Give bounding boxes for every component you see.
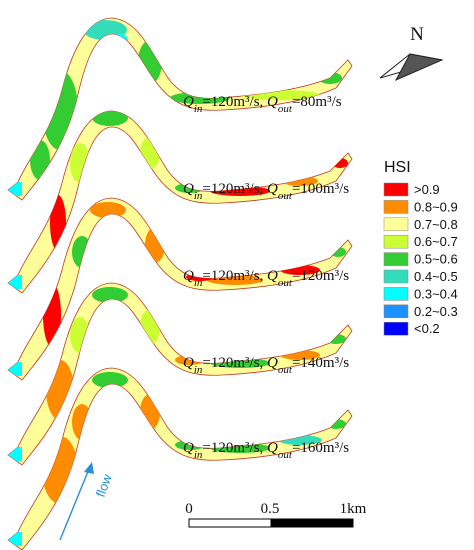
legend-swatch-2 bbox=[383, 200, 409, 214]
flow-label: flow bbox=[93, 472, 115, 499]
legend-label-9: <0.2 bbox=[414, 321, 440, 336]
scale-tick-0: 0 bbox=[185, 501, 193, 517]
scale-tick-1: 0.5 bbox=[261, 501, 280, 517]
scale-tick-2: 1km bbox=[340, 501, 367, 517]
hsi-patch bbox=[140, 309, 160, 345]
legend-swatch-9 bbox=[383, 321, 409, 336]
hsi-patch bbox=[46, 360, 74, 420]
legend-swatch-8 bbox=[383, 304, 409, 319]
river-channel bbox=[7, 367, 353, 550]
hsi-patch bbox=[92, 372, 128, 388]
hsi-patch bbox=[92, 287, 128, 303]
legend-label-6: 0.4~0.5 bbox=[414, 269, 458, 284]
flow-arrow-line bbox=[59, 468, 90, 541]
river-channel bbox=[7, 110, 353, 294]
hsi-patch bbox=[42, 70, 78, 150]
legend-label-7: 0.3~0.4 bbox=[414, 286, 458, 301]
scenario-label-1: Qin=120m³/s, Qout=80m³/s bbox=[183, 94, 342, 115]
legend-label-3: 0.7~0.8 bbox=[414, 217, 458, 232]
hsi-patch bbox=[72, 236, 92, 268]
legend-swatch-5 bbox=[383, 252, 409, 266]
legend-label-2: 0.8~0.9 bbox=[414, 199, 458, 214]
hsi-patch bbox=[145, 227, 165, 263]
hsi-legend: HSI >0.9 0.8~0.9 0.7~0.8 0.6~0.7 0.5~0.6 0.4~… bbox=[383, 159, 458, 336]
river-channel bbox=[7, 197, 353, 381]
river-channel bbox=[7, 282, 353, 466]
upstream-cell bbox=[8, 275, 22, 289]
scenario-labels: Qin=120m³/s, Qout=80m³/s Qin=120m³/s, Qou… bbox=[183, 94, 349, 461]
hsi-patch bbox=[140, 137, 160, 169]
north-label: N bbox=[410, 24, 424, 45]
legend-label-8: 0.2~0.3 bbox=[414, 304, 458, 319]
legend-swatch-3 bbox=[383, 217, 409, 232]
legend-swatch-6 bbox=[383, 269, 409, 284]
scale-bar: 0 0.5 1km bbox=[185, 501, 367, 528]
hsi-patch bbox=[70, 317, 90, 353]
hsi-patch bbox=[140, 394, 160, 430]
legend-swatch-1 bbox=[383, 182, 409, 197]
scenario-label-3: Qin=120m³/s, Qout=120m³/s bbox=[183, 268, 349, 289]
scenario-label-2: Qin=120m³/s, Qout=100m³/s bbox=[183, 181, 349, 202]
scenario-label-4: Qin=120m³/s, Qout=140m³/s bbox=[183, 355, 349, 376]
hsi-patch bbox=[43, 283, 61, 347]
hsi-patch bbox=[326, 419, 346, 429]
upstream-cell bbox=[8, 182, 22, 196]
legend-label-5: 0.5~0.6 bbox=[414, 252, 458, 267]
hsi-patch bbox=[90, 202, 126, 218]
upstream-cell bbox=[8, 532, 22, 546]
legend-swatch-4 bbox=[383, 234, 409, 249]
legend-title: HSI bbox=[384, 159, 411, 176]
north-arrow-dark-half bbox=[394, 53, 444, 82]
legend-swatch-7 bbox=[383, 287, 409, 301]
north-arrow: N bbox=[379, 24, 444, 82]
hsi-patch bbox=[326, 334, 346, 344]
upstream-cell bbox=[8, 447, 22, 461]
hsi-patch bbox=[30, 140, 50, 180]
flow-arrow-head bbox=[84, 462, 94, 474]
hsi-patch bbox=[72, 404, 92, 440]
hsi-patch bbox=[83, 20, 127, 40]
river-channel bbox=[7, 17, 353, 201]
scenario-label-5: Qin=120m³/s, Qout=160m³/s bbox=[183, 440, 349, 461]
legend-label-1: >0.9 bbox=[414, 182, 440, 197]
scale-segment-black bbox=[270, 518, 354, 528]
hsi-patch bbox=[92, 111, 128, 126]
upstream-cell bbox=[8, 362, 22, 376]
hsi-patch bbox=[318, 72, 342, 84]
legend-label-4: 0.6~0.7 bbox=[414, 234, 458, 249]
scale-segment-white bbox=[188, 518, 272, 528]
hsi-patch bbox=[50, 195, 66, 251]
